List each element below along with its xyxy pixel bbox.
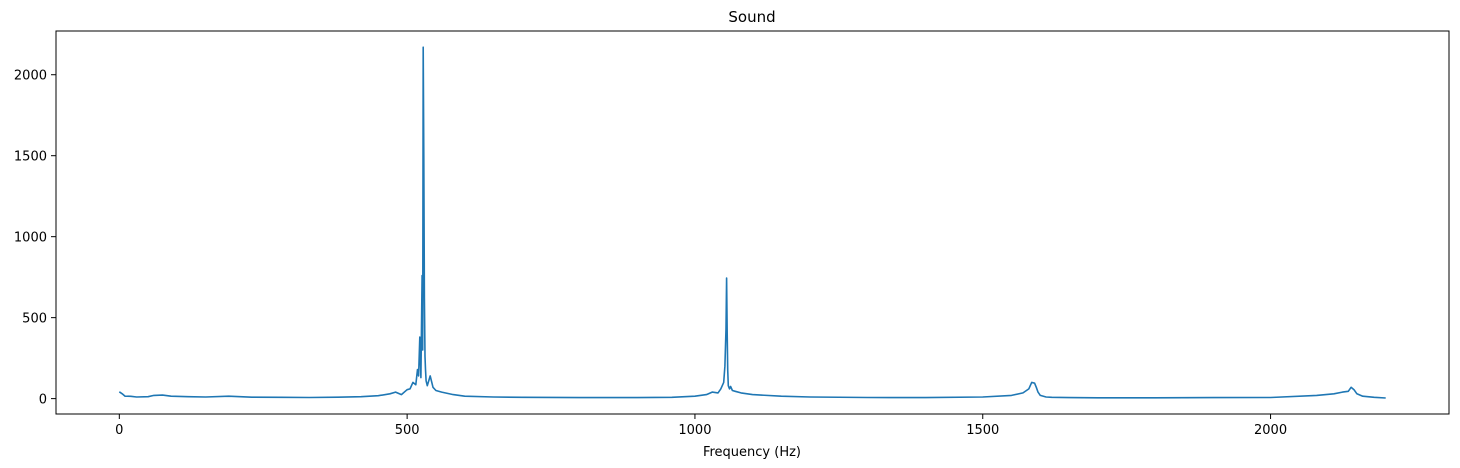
series-layer bbox=[118, 46, 1386, 399]
x-tick-label: 1500 bbox=[966, 423, 999, 438]
x-axis-ticks: 0 500 1000 1500 2000 bbox=[115, 414, 1287, 438]
x-tick-label: 2000 bbox=[1254, 423, 1287, 438]
x-axis-label: Frequency (Hz) bbox=[703, 445, 801, 460]
y-tick-label: 1000 bbox=[14, 231, 47, 246]
x-tick-label: 0 bbox=[115, 423, 123, 438]
y-tick-label: 2000 bbox=[14, 69, 47, 84]
y-axis-ticks: 0 500 1000 1500 2000 bbox=[14, 69, 56, 408]
plot-area: 0 500 1000 1500 2000 0 500 1000 1500 2000 bbox=[14, 30, 1450, 438]
y-tick-label: 1500 bbox=[14, 150, 47, 165]
chart-title: Sound bbox=[728, 8, 775, 26]
y-tick-label: 0 bbox=[39, 393, 47, 408]
series-line bbox=[118, 46, 1386, 399]
y-tick-label: 500 bbox=[22, 312, 47, 327]
plot-frame bbox=[55, 30, 1450, 415]
x-tick-label: 500 bbox=[395, 423, 420, 438]
x-tick-label: 1000 bbox=[678, 423, 711, 438]
